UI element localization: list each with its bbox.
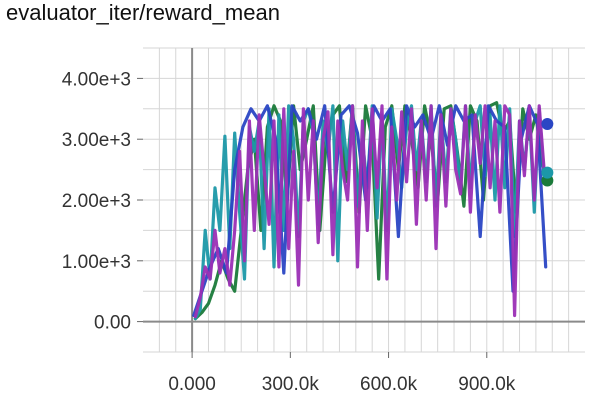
- series-line-4: [193, 104, 546, 319]
- axes: [137, 48, 585, 358]
- x-tick-label: 600.0k: [360, 374, 418, 395]
- series-end-marker-3: [541, 166, 554, 179]
- series-end-marker-1: [541, 118, 554, 130]
- y-tick-label: 2.00e+3: [62, 191, 131, 212]
- chart-title: evaluator_iter/reward_mean: [6, 0, 280, 25]
- x-tick-labels: 0.000 300.0k 600.0k 900.0k: [168, 374, 515, 395]
- y-tick-label: 4.00e+3: [62, 69, 131, 90]
- y-tick-label: 1.00e+3: [62, 252, 131, 273]
- y-tick-label: 0.00: [94, 313, 131, 334]
- end-markers: [541, 118, 554, 187]
- x-tick-label: 300.0k: [262, 374, 320, 395]
- y-tick-labels: 0.00 1.00e+3 2.00e+3 3.00e+3 4.00e+3: [62, 69, 131, 333]
- x-tick-label: 0.000: [168, 374, 216, 395]
- series-lines: [192, 101, 549, 321]
- x-tick-label: 900.0k: [458, 374, 516, 395]
- y-tick-label: 3.00e+3: [62, 130, 131, 151]
